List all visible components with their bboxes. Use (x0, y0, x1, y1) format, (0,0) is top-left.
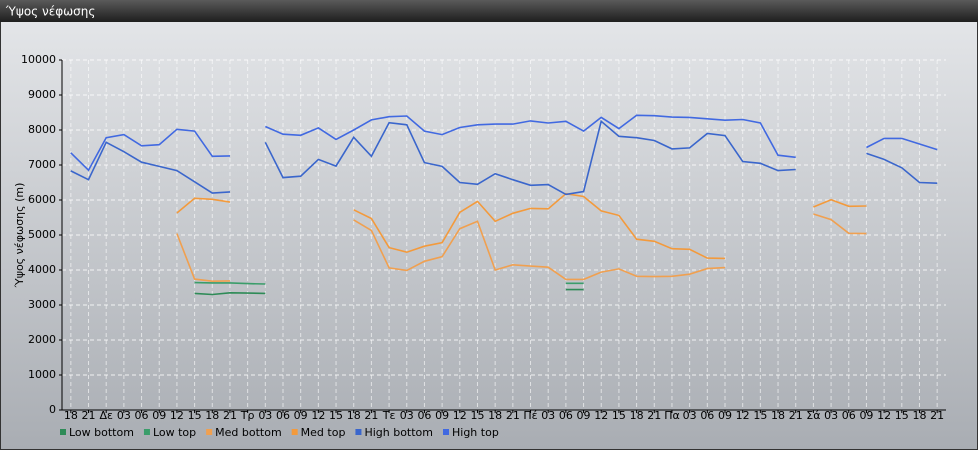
legend-label: Med bottom (215, 426, 282, 439)
x-tick-label: 06 (135, 409, 149, 422)
y-tick-label: 2000 (28, 333, 56, 346)
x-tick-label: 09 (859, 409, 873, 422)
series-line (70, 114, 938, 172)
y-tick-label: 1000 (28, 368, 56, 381)
x-tick-label: 18 (64, 409, 78, 422)
legend-label: Low top (153, 426, 196, 439)
x-tick-label: 15 (470, 409, 484, 422)
x-tick-label: 12 (736, 409, 750, 422)
legend-marker (143, 429, 150, 435)
x-tick-label: 21 (223, 409, 237, 422)
y-tick-label: 8000 (28, 123, 56, 136)
x-tick-label: 06 (842, 409, 856, 422)
x-tick-label: Τρ (240, 409, 255, 422)
legend-marker (443, 429, 449, 435)
x-tick-label: 18 (488, 409, 502, 422)
x-tick-label: Πέ (523, 409, 537, 422)
y-tick-label: 7000 (28, 158, 56, 171)
x-tick-label: 21 (506, 409, 520, 422)
x-tick-label: Τε (382, 409, 396, 422)
x-tick-label: 03 (400, 409, 414, 422)
legend-marker (206, 429, 213, 435)
x-tick-label: 03 (541, 409, 555, 422)
series-line (194, 281, 584, 285)
x-tick-label: 18 (630, 409, 644, 422)
x-tick-label: 18 (771, 409, 785, 422)
series-line (70, 119, 938, 196)
y-tick-label: 5000 (28, 228, 56, 241)
x-tick-label: Δε (99, 409, 113, 422)
x-tick-label: 03 (117, 409, 131, 422)
x-tick-label: 21 (789, 409, 803, 422)
x-tick-label: 15 (612, 409, 626, 422)
x-tick-label: 06 (276, 409, 290, 422)
x-tick-label: 15 (329, 409, 343, 422)
legend-label: Low bottom (69, 426, 134, 439)
x-tick-label: 18 (347, 409, 361, 422)
x-tick-label: 09 (718, 409, 732, 422)
series-line (176, 192, 867, 260)
x-tick-label: 12 (311, 409, 325, 422)
x-tick-label: 06 (700, 409, 714, 422)
x-tick-label: 03 (258, 409, 272, 422)
legend-label: High bottom (364, 426, 433, 439)
x-tick-label: 12 (877, 409, 891, 422)
y-axis-label: Ύψος νέφωσης (m) (13, 183, 26, 289)
x-tick-label: 21 (82, 409, 96, 422)
legend-marker (355, 429, 362, 435)
x-tick-label: Πα (664, 409, 680, 422)
x-tick-label: 12 (594, 409, 608, 422)
x-tick-label: 12 (170, 409, 184, 422)
window-title: Ύψος νέφωσης (5, 5, 95, 19)
legend-label: Med top (301, 426, 346, 439)
title-bar (0, 0, 978, 22)
y-tick-label: 10000 (21, 53, 56, 66)
x-tick-label: 09 (435, 409, 449, 422)
x-tick-label: 18 (912, 409, 926, 422)
x-tick-label: 06 (559, 409, 573, 422)
y-tick-label: 3000 (28, 298, 56, 311)
x-tick-label: 15 (895, 409, 909, 422)
x-tick-label: 12 (453, 409, 467, 422)
legend-marker (60, 429, 66, 435)
y-tick-label: 4000 (28, 263, 56, 276)
x-tick-label: 03 (683, 409, 697, 422)
x-tick-label: 15 (753, 409, 767, 422)
x-tick-label: 18 (205, 409, 219, 422)
legend-marker (291, 429, 298, 435)
x-tick-label: 09 (152, 409, 166, 422)
y-tick-label: 9000 (28, 88, 56, 101)
x-tick-label: 21 (647, 409, 661, 422)
x-tick-label: 09 (577, 409, 591, 422)
x-tick-label: 21 (364, 409, 378, 422)
y-tick-label: 6000 (28, 193, 56, 206)
x-tick-label: 15 (188, 409, 202, 422)
x-tick-label: 21 (930, 409, 944, 422)
x-tick-label: 03 (824, 409, 838, 422)
legend-label: High top (452, 426, 499, 439)
series-line (194, 288, 584, 296)
x-tick-label: 06 (417, 409, 431, 422)
series-line (176, 213, 867, 283)
x-tick-label: Σά (806, 409, 820, 422)
y-tick-label: 0 (49, 403, 56, 416)
x-tick-label: 09 (294, 409, 308, 422)
